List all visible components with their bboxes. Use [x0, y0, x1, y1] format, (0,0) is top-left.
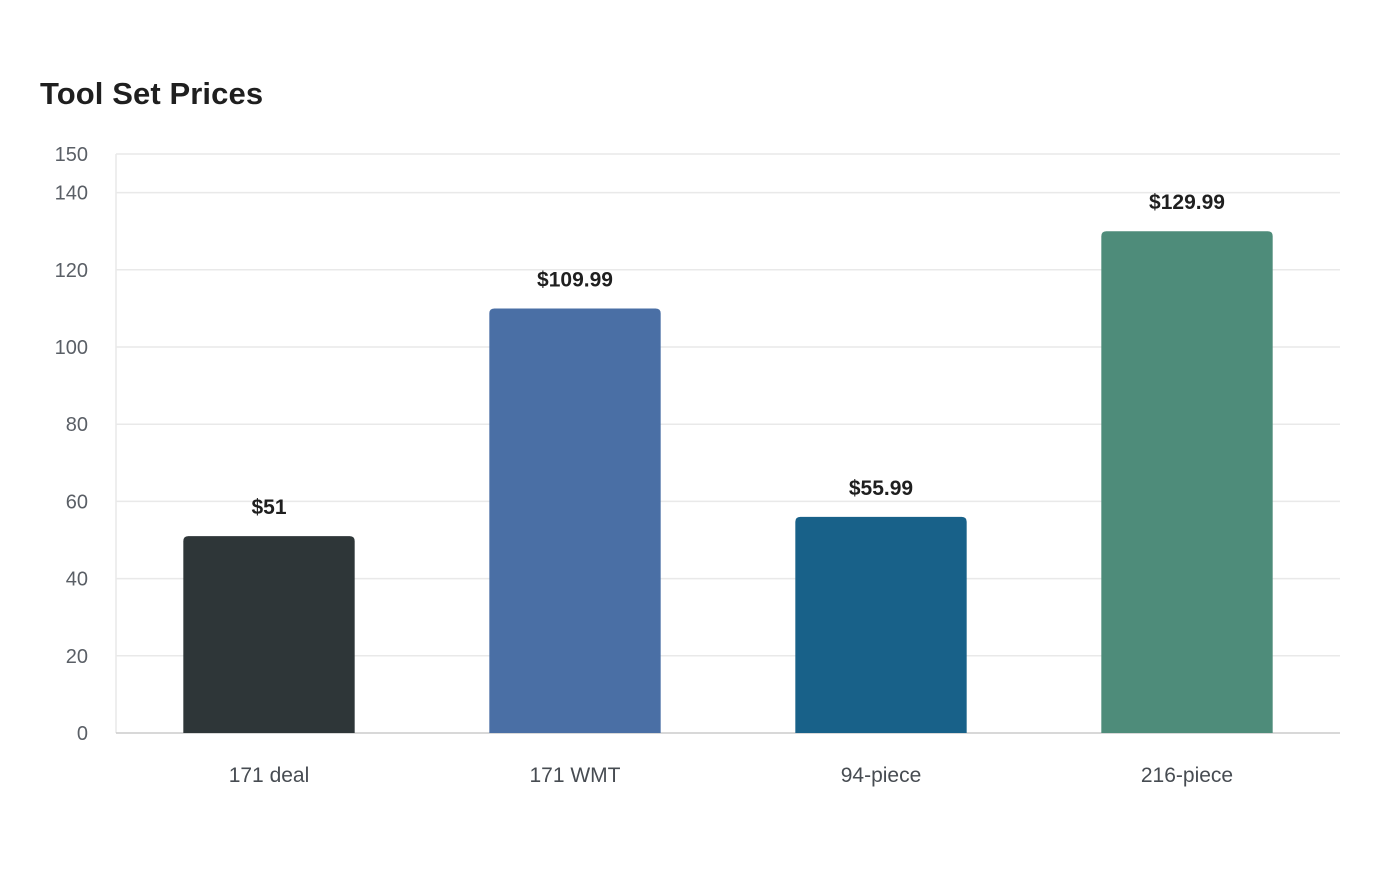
data-label: $51: [251, 496, 286, 519]
x-tick-label: 171 deal: [229, 764, 310, 787]
y-tick-label: 140: [55, 183, 88, 205]
y-tick-label: 100: [55, 337, 88, 359]
y-tick-label: 20: [66, 646, 88, 668]
bar: [1101, 231, 1273, 734]
bar: [795, 516, 967, 733]
data-label: $129.99: [1149, 191, 1225, 214]
x-tick-label: 171 WMT: [529, 764, 620, 787]
bar: [183, 536, 355, 733]
bar: [489, 308, 661, 733]
y-tick-label: 120: [55, 260, 88, 282]
y-tick-label: 40: [66, 569, 88, 591]
y-tick-label: 0: [77, 723, 88, 745]
y-tick-label: 60: [66, 491, 88, 513]
y-tick-label: 80: [66, 414, 88, 436]
chart-title: Tool Set Prices: [40, 76, 264, 111]
x-tick-label: 94-piece: [841, 764, 922, 787]
x-tick-label: 216-piece: [1141, 764, 1233, 787]
data-label: $109.99: [537, 268, 613, 291]
data-label: $55.99: [849, 477, 913, 500]
y-tick-label: 150: [55, 144, 88, 166]
